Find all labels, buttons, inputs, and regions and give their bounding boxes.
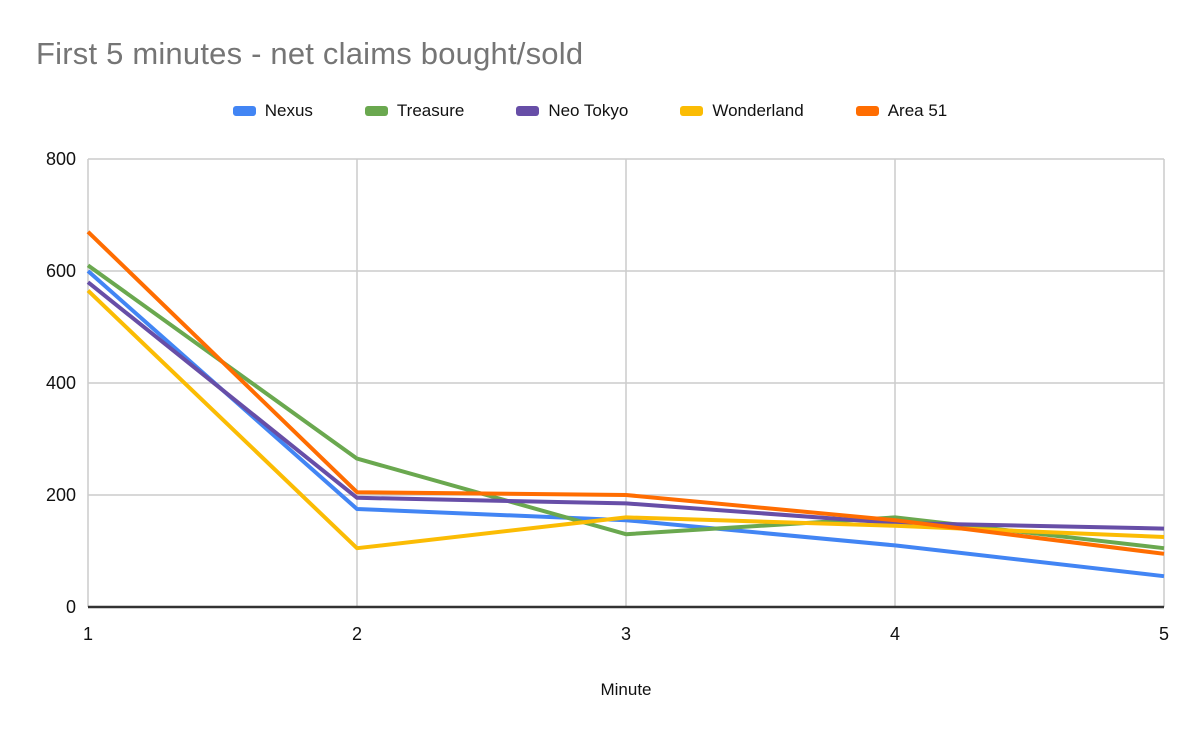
x-tick-label-5: 5 bbox=[1159, 624, 1169, 644]
x-tick-label-3: 3 bbox=[621, 624, 631, 644]
series-line-nexus[interactable] bbox=[86, 269, 1165, 579]
legend-item-label: Treasure bbox=[396, 101, 465, 120]
legend-item-label: Nexus bbox=[264, 101, 313, 120]
x-axis-title: Minute bbox=[600, 680, 652, 699]
x-tick-label-1: 1 bbox=[83, 624, 93, 644]
y-tick-label-400: 400 bbox=[46, 373, 76, 393]
legend-item-label: Area 51 bbox=[887, 101, 948, 120]
y-tick-label-800: 800 bbox=[46, 149, 76, 169]
legend-swatch-treasure bbox=[364, 106, 388, 116]
legend-swatch-area-51 bbox=[855, 106, 879, 116]
legend-swatch-wonderland bbox=[680, 106, 704, 116]
chart-legend: Nexus Treasure Neo Tokyo Wonderland Area 51 bbox=[0, 101, 1180, 121]
y-tick-label-600: 600 bbox=[46, 261, 76, 281]
legend-item-nexus[interactable]: Nexus bbox=[232, 101, 313, 121]
legend-item-label: Neo Tokyo bbox=[548, 101, 629, 120]
chart-title: First 5 minutes - net claims bought/sold bbox=[36, 36, 584, 71]
y-tick-label-200: 200 bbox=[46, 485, 76, 505]
x-tick-label-4: 4 bbox=[890, 624, 900, 644]
legend-item-label: Wonderland bbox=[712, 101, 804, 120]
legend-item-treasure[interactable]: Treasure bbox=[364, 101, 465, 121]
y-tick-label-0: 0 bbox=[66, 597, 76, 617]
series-line-area-51[interactable] bbox=[86, 230, 1165, 556]
series-line-neo-tokyo[interactable] bbox=[86, 280, 1165, 531]
legend-swatch-neo-tokyo bbox=[516, 106, 540, 116]
legend-item-area-51[interactable]: Area 51 bbox=[855, 101, 948, 121]
legend-item-wonderland[interactable]: Wonderland bbox=[680, 101, 804, 121]
x-tick-label-2: 2 bbox=[352, 624, 362, 644]
legend-swatch-nexus bbox=[232, 106, 256, 116]
legend-item-neo-tokyo[interactable]: Neo Tokyo bbox=[516, 101, 628, 121]
